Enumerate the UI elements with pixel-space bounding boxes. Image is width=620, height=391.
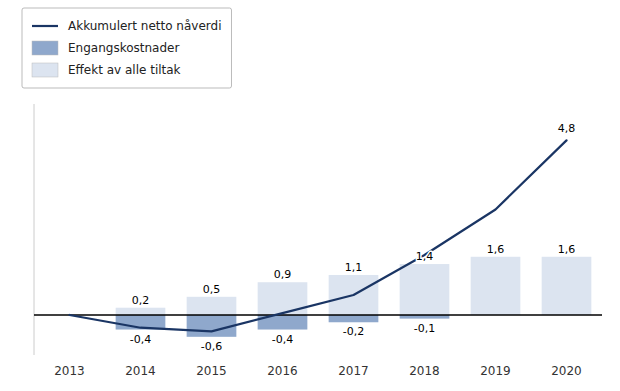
x-tick-label: 2020 xyxy=(551,364,582,378)
chart: 4,8 -0,4 -0,6 -0,4 -0,2 -0,1 0,2 0,5 0,9 1,1 1,4 1,… xyxy=(0,0,620,391)
data-label: 0,5 xyxy=(203,283,221,296)
zero-line xyxy=(34,314,602,316)
legend-swatch xyxy=(32,25,58,27)
legend-frame xyxy=(22,8,231,88)
data-label: 0,2 xyxy=(132,294,150,307)
data-label: 1,6 xyxy=(487,243,505,256)
data-label: -0,2 xyxy=(343,325,364,338)
bar xyxy=(258,282,308,315)
legend-swatch xyxy=(32,41,58,55)
bar xyxy=(471,257,521,315)
data-label: 0,9 xyxy=(274,268,292,281)
x-axis: 2013 2014 2015 2016 2017 2018 2019 2020 xyxy=(54,364,582,378)
bar xyxy=(116,308,166,315)
x-tick-label: 2013 xyxy=(54,364,85,378)
chart-container: 4,8 -0,4 -0,6 -0,4 -0,2 -0,1 0,2 0,5 0,9 1,1 1,4 1,… xyxy=(0,0,620,391)
data-label: -0,1 xyxy=(414,322,435,335)
legend-swatch xyxy=(32,63,58,77)
x-tick-label: 2014 xyxy=(125,364,156,378)
y-axis-line xyxy=(34,104,35,355)
data-label: 4,8 xyxy=(558,122,576,135)
bar xyxy=(400,264,450,315)
bar xyxy=(187,297,237,315)
legend-label: Engangskostnader xyxy=(68,41,179,55)
data-label: 1,4 xyxy=(416,250,434,263)
lines xyxy=(70,140,567,331)
x-tick-label: 2017 xyxy=(338,364,369,378)
bar xyxy=(329,315,379,322)
data-label: 1,1 xyxy=(345,261,363,274)
x-tick-label: 2018 xyxy=(409,364,440,378)
legend-label: Effekt av alle tiltak xyxy=(68,63,181,77)
data-label: 1,6 xyxy=(558,243,576,256)
bar xyxy=(542,257,592,315)
legend-label: Akkumulert netto nåverdi xyxy=(68,19,221,33)
data-label: -0,4 xyxy=(272,333,293,346)
data-label: -0,4 xyxy=(130,333,151,346)
data-label: -0,6 xyxy=(201,340,222,353)
baseline-layer xyxy=(34,314,602,315)
data-labels: 4,8 -0,4 -0,6 -0,4 -0,2 -0,1 0,2 0,5 0,9 1,1 1,4 1,… xyxy=(130,122,575,352)
legend: Akkumulert netto nåverdi Engangskostnader… xyxy=(22,8,231,88)
x-tick-label: 2016 xyxy=(267,364,298,378)
x-tick-label: 2019 xyxy=(480,364,511,378)
line xyxy=(70,140,567,331)
x-tick-label: 2015 xyxy=(196,364,227,378)
plot-marks xyxy=(34,140,602,336)
